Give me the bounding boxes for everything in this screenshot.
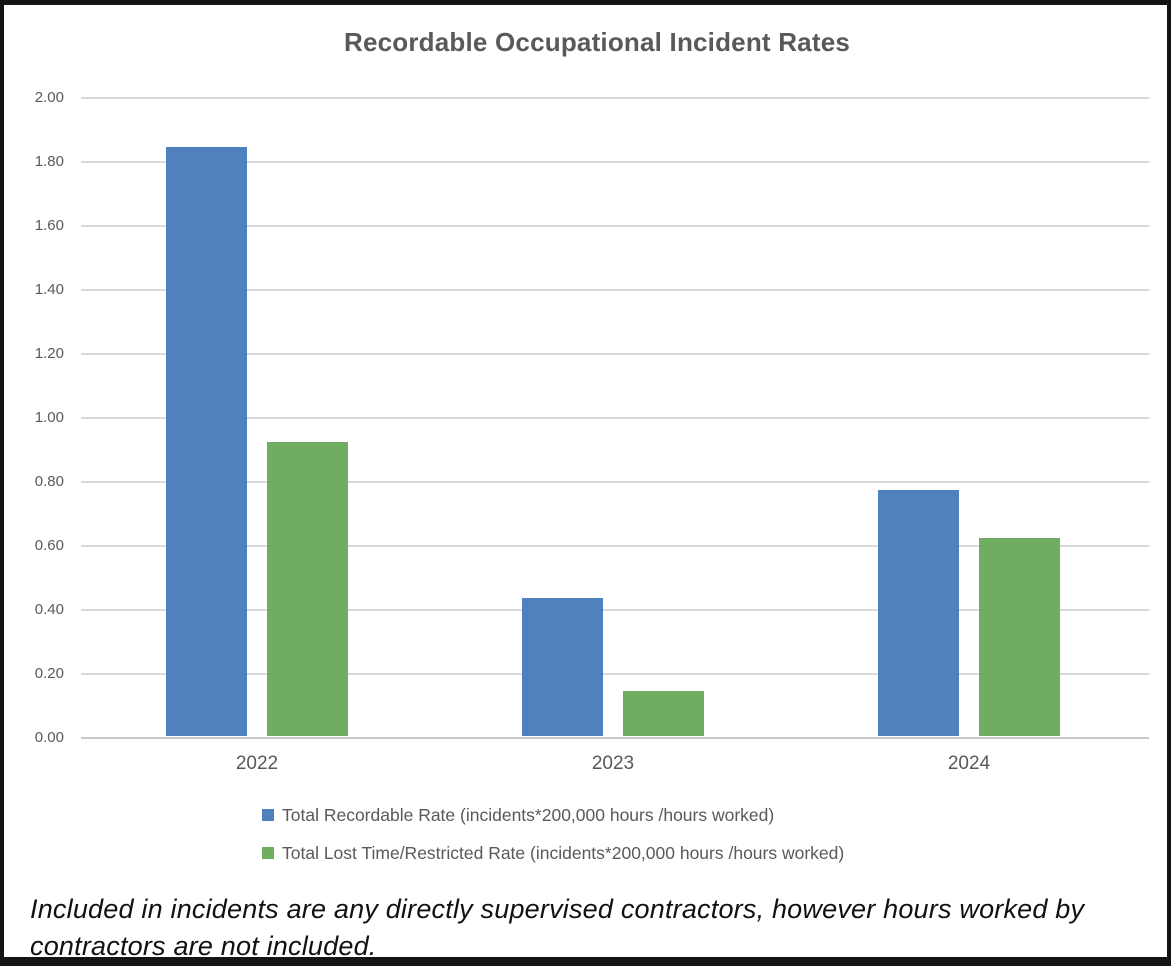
gridline-1.00 bbox=[81, 417, 1149, 419]
footnote: Included in incidents are any directly s… bbox=[30, 894, 1085, 961]
x-category-label-2022: 2022 bbox=[235, 753, 279, 774]
gridline-0.20 bbox=[81, 673, 1149, 675]
gridline-0.80 bbox=[81, 481, 1149, 483]
y-tick-label-0.40: 0.40 bbox=[34, 601, 64, 618]
legend-label-total-lost-time-rate: Total Lost Time/Restricted Rate (inciden… bbox=[282, 842, 845, 863]
bar-2022-recordable-rate bbox=[166, 147, 247, 736]
legend-item-total-recordable-rate: Total Recordable Rate (incidents*200,000… bbox=[262, 804, 844, 826]
legend-item-total-lost-time-rate: Total Lost Time/Restricted Rate (inciden… bbox=[262, 842, 844, 864]
legend-swatch-recordable-icon bbox=[262, 809, 274, 821]
y-tick-label-1.20: 1.20 bbox=[34, 345, 64, 362]
gridline-1.80 bbox=[81, 161, 1149, 163]
legend-swatch-lost-time-icon bbox=[262, 847, 274, 859]
bar-2022-lost-time-rate bbox=[267, 442, 348, 736]
y-tick-label-0.00: 0.00 bbox=[34, 729, 64, 746]
gridline-0.40 bbox=[81, 609, 1149, 611]
y-tick-label-1.40: 1.40 bbox=[34, 281, 64, 298]
gridline-1.60 bbox=[81, 225, 1149, 227]
bar-2023-lost-time-rate bbox=[623, 691, 704, 736]
bar-2024-lost-time-rate bbox=[979, 538, 1060, 736]
y-tick-label-0.80: 0.80 bbox=[34, 473, 64, 490]
y-tick-label-0.60: 0.60 bbox=[34, 537, 64, 554]
chart-title: Recordable Occupational Incident Rates bbox=[343, 27, 851, 57]
legend: Total Recordable Rate (incidents*200,000… bbox=[262, 804, 844, 880]
gridline-1.40 bbox=[81, 289, 1149, 291]
y-tick-label-1.80: 1.80 bbox=[34, 153, 64, 170]
plot-area bbox=[81, 97, 1149, 739]
x-category-label-2024: 2024 bbox=[947, 753, 991, 774]
y-tick-label-2.00: 2.00 bbox=[34, 89, 64, 106]
x-category-label-2023: 2023 bbox=[591, 753, 635, 774]
y-tick-label-1.00: 1.00 bbox=[34, 409, 64, 426]
y-tick-label-1.60: 1.60 bbox=[34, 217, 64, 234]
legend-label-total-recordable-rate: Total Recordable Rate (incidents*200,000… bbox=[282, 804, 775, 825]
bar-2024-recordable-rate bbox=[878, 490, 959, 736]
gridline-0.60 bbox=[81, 545, 1149, 547]
x-axis-line bbox=[81, 737, 1149, 739]
bar-2023-recordable-rate bbox=[522, 598, 603, 736]
gridline-2.00 bbox=[81, 97, 1149, 99]
y-tick-label-0.20: 0.20 bbox=[34, 665, 64, 682]
gridline-1.20 bbox=[81, 353, 1149, 355]
